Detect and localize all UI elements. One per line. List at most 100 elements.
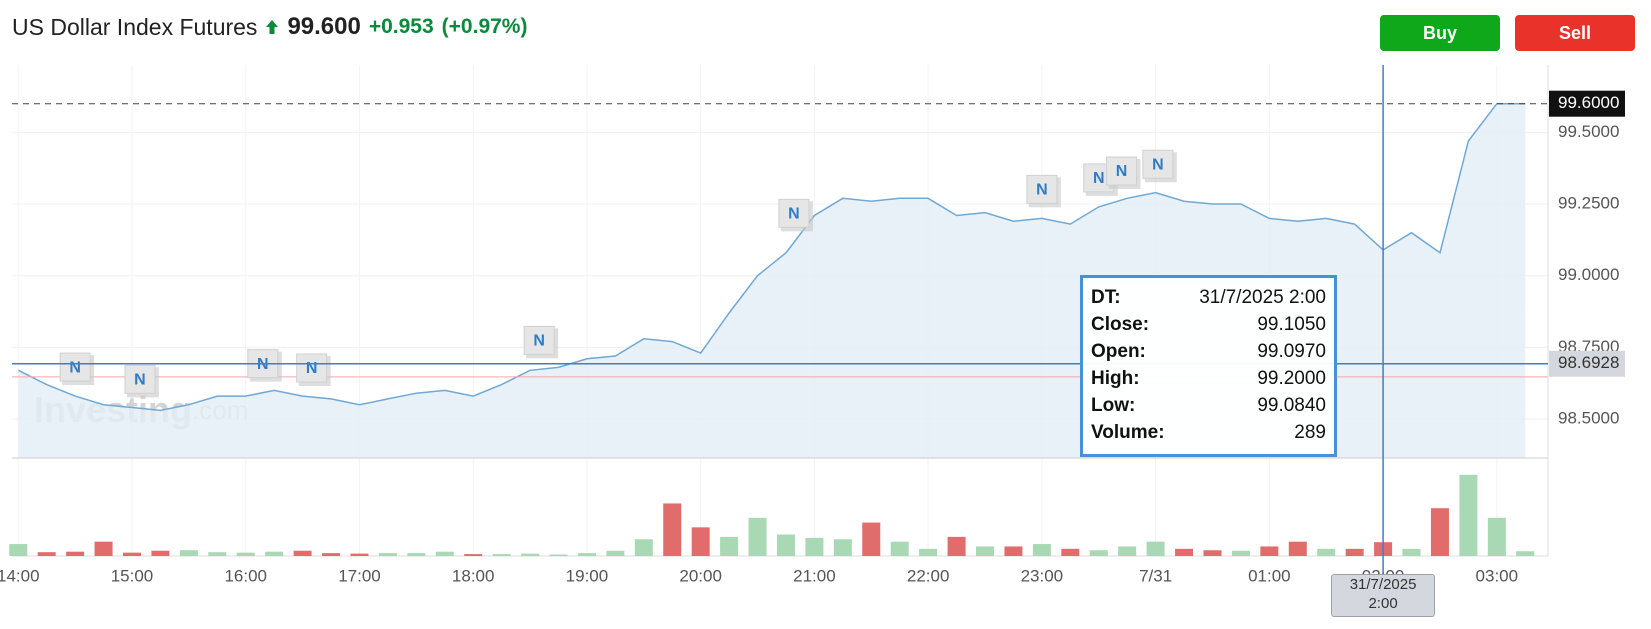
news-flag-label: N: [1152, 156, 1164, 173]
price-line: [17, 102, 1526, 412]
news-flag-label: N: [69, 359, 81, 376]
volume-bar: [606, 550, 625, 556]
news-flag-box: [1105, 156, 1137, 186]
volume-bar: [1203, 550, 1222, 556]
tooltip-key: Open:: [1091, 341, 1146, 362]
news-flag: N: [778, 198, 813, 232]
news-flag: N: [523, 325, 559, 359]
news-flag-label: N: [533, 333, 545, 350]
volume-bar: [122, 552, 141, 556]
volume-bar: [1402, 548, 1421, 556]
volume-bar: [208, 552, 227, 556]
x-tick-label: 17:00: [338, 566, 381, 585]
volume-bar: [862, 522, 881, 556]
volume-bar: [1516, 551, 1535, 556]
tooltip: DT: 31/7/2025 2:00 Close: 99.1050 Open: 99.09…: [1080, 275, 1337, 457]
volume-bar: [151, 550, 170, 556]
x-tick-label: 14:00: [0, 566, 40, 585]
volume-bar: [1231, 550, 1250, 556]
volume-bar: [947, 536, 966, 556]
volume-bar: [1345, 548, 1364, 556]
volume-bar: [720, 536, 739, 556]
x-tick-label: 7/31: [1139, 566, 1172, 585]
volume-bar: [1459, 474, 1478, 556]
news-flag: N: [247, 349, 282, 382]
news-flag-box: [1142, 149, 1174, 179]
volume-bar: [293, 550, 312, 556]
y-tick-label: 99.0000: [1558, 265, 1619, 284]
x-tick-label: 20:00: [679, 566, 722, 585]
tooltip-row: Volume: 289: [1083, 419, 1334, 446]
tooltip-value: 289: [1294, 422, 1326, 443]
volume-bar: [1061, 548, 1080, 556]
volume-bar: [236, 552, 255, 556]
volume-bar: [265, 551, 284, 556]
y-tick-label: 99.2500: [1558, 194, 1619, 213]
volume-bar: [663, 503, 682, 556]
crosshair-y-label: 98.6928: [1558, 353, 1619, 372]
last-price-box: [1549, 90, 1625, 117]
volume-bar: [66, 551, 85, 556]
volume-bar: [776, 534, 795, 556]
last-price-label: 99.6000: [1558, 93, 1619, 112]
volume-bar: [890, 541, 909, 556]
volume-bar: [919, 548, 938, 556]
volume-bar: [1175, 548, 1194, 556]
volume-bar: [1430, 508, 1449, 556]
volume-bar: [94, 541, 113, 556]
up-arrow: [266, 20, 279, 34]
volume-bar: [1487, 517, 1506, 556]
change: +0.953: [368, 15, 434, 38]
volume-bar: [1288, 541, 1307, 556]
news-flag-label: N: [306, 360, 318, 377]
buy-button[interactable]: Buy: [1380, 15, 1500, 51]
volume-bar: [407, 553, 426, 556]
volume-bar: [37, 552, 56, 556]
volume-bar: [435, 551, 454, 556]
tooltip-value: 31/7/2025 2:00: [1199, 287, 1326, 308]
volume-bar: [322, 553, 341, 556]
crosshair-x-label: 31/7/2025 2:00: [1331, 574, 1436, 617]
sell-button[interactable]: Sell: [1515, 15, 1635, 51]
tooltip-key: DT:: [1091, 287, 1121, 308]
volume-bar: [976, 546, 995, 556]
volume-bar: [748, 517, 767, 556]
news-flag-label: N: [1036, 182, 1048, 199]
crosshair-time: 2:00: [1368, 595, 1398, 612]
x-tick-label: 19:00: [566, 566, 609, 585]
tooltip-key: Volume:: [1091, 422, 1165, 443]
volume-bar: [464, 554, 483, 556]
volume-bar: [179, 550, 198, 556]
x-tick-label: 21:00: [793, 566, 836, 585]
price: 99.600: [287, 13, 361, 40]
news-flag-label: N: [1116, 163, 1128, 180]
tooltip-row: Open: 99.0970: [1083, 338, 1334, 365]
header: US Dollar Index Futures 99.600 +0.953 (+…: [12, 12, 527, 42]
crosshair-y-box: [1549, 350, 1625, 377]
volume-bar: [549, 554, 568, 556]
volume-bar: [1260, 546, 1279, 556]
news-flag-box: [523, 325, 555, 355]
tooltip-key: High:: [1091, 368, 1140, 389]
tooltip-value: 99.2000: [1257, 368, 1326, 389]
news-flag-box: [778, 198, 810, 228]
volume-bar: [492, 554, 511, 556]
tooltip-key: Close:: [1091, 314, 1150, 335]
y-tick-label: 98.5000: [1558, 408, 1619, 427]
x-tick-label: 03:00: [1476, 566, 1519, 585]
tooltip-value: 99.1050: [1257, 314, 1326, 335]
news-flag-label: N: [1093, 170, 1105, 187]
y-tick-label: 99.5000: [1558, 122, 1619, 141]
news-flag: N: [59, 352, 95, 386]
news-flag-box: [296, 353, 328, 383]
news-flag: N: [1105, 156, 1141, 190]
tooltip-row: Close: 99.1050: [1083, 311, 1334, 338]
volume-bar: [1004, 546, 1023, 556]
volume-bar: [577, 553, 596, 556]
volume-bar: [378, 553, 397, 556]
x-tick-label: 15:00: [111, 566, 154, 585]
volume-bar: [805, 537, 824, 556]
volume-bar: [1032, 544, 1051, 556]
x-tick-label: 18:00: [452, 566, 495, 585]
